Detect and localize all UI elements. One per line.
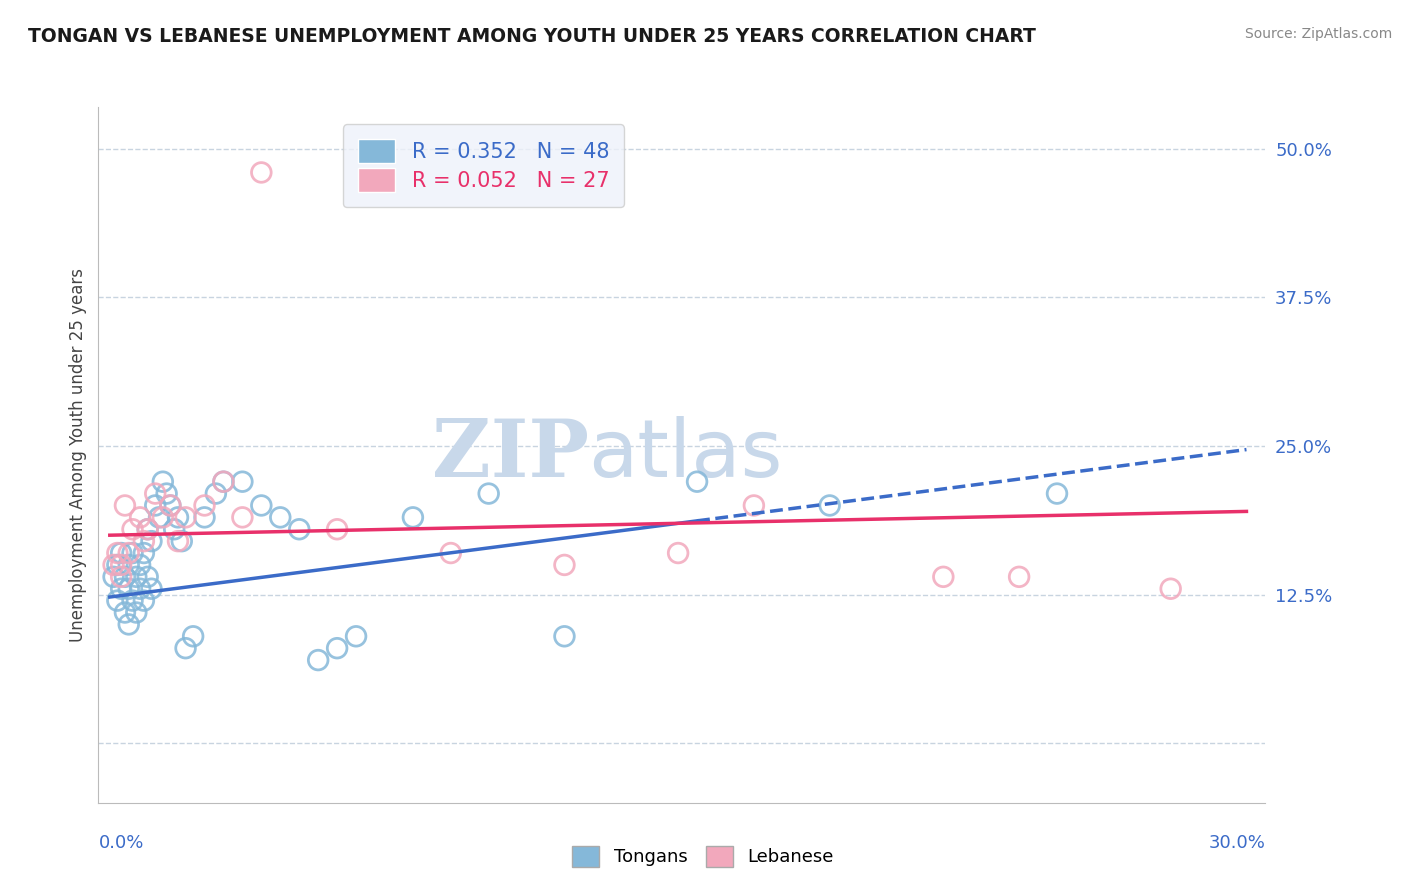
Point bbox=[686, 475, 709, 489]
Point bbox=[1046, 486, 1069, 500]
Point bbox=[818, 499, 841, 513]
Point bbox=[136, 522, 159, 536]
Point bbox=[231, 475, 253, 489]
Point bbox=[105, 593, 128, 607]
Text: atlas: atlas bbox=[589, 416, 783, 494]
Point bbox=[141, 534, 163, 549]
Point bbox=[250, 165, 273, 179]
Y-axis label: Unemployment Among Youth under 25 years: Unemployment Among Youth under 25 years bbox=[69, 268, 87, 642]
Point bbox=[666, 546, 689, 560]
Point bbox=[152, 475, 174, 489]
Point bbox=[193, 499, 215, 513]
Point bbox=[132, 593, 155, 607]
Point bbox=[148, 510, 170, 524]
Point bbox=[125, 606, 148, 620]
Point bbox=[478, 486, 501, 500]
Point bbox=[212, 475, 235, 489]
Point bbox=[1160, 582, 1182, 596]
Point bbox=[553, 629, 575, 643]
Point bbox=[205, 486, 228, 500]
Point bbox=[143, 499, 166, 513]
Point bbox=[174, 510, 197, 524]
Point bbox=[110, 546, 132, 560]
Point bbox=[159, 499, 181, 513]
Point bbox=[105, 558, 128, 572]
Point bbox=[129, 510, 152, 524]
Point bbox=[167, 510, 190, 524]
Point bbox=[250, 499, 273, 513]
Point bbox=[742, 499, 765, 513]
Point bbox=[118, 617, 141, 632]
Point bbox=[136, 570, 159, 584]
Point bbox=[132, 546, 155, 560]
Point bbox=[110, 570, 132, 584]
Point bbox=[110, 582, 132, 596]
Point bbox=[932, 570, 955, 584]
Text: Source: ZipAtlas.com: Source: ZipAtlas.com bbox=[1244, 27, 1392, 41]
Point bbox=[136, 522, 159, 536]
Point bbox=[105, 546, 128, 560]
Point bbox=[288, 522, 311, 536]
Point bbox=[103, 570, 125, 584]
Point bbox=[181, 629, 204, 643]
Point bbox=[231, 510, 253, 524]
Text: TONGAN VS LEBANESE UNEMPLOYMENT AMONG YOUTH UNDER 25 YEARS CORRELATION CHART: TONGAN VS LEBANESE UNEMPLOYMENT AMONG YO… bbox=[28, 27, 1036, 45]
Point bbox=[114, 606, 136, 620]
Point bbox=[132, 534, 155, 549]
Text: 0.0%: 0.0% bbox=[98, 834, 143, 852]
Point bbox=[129, 582, 152, 596]
Point bbox=[114, 499, 136, 513]
Point bbox=[167, 534, 190, 549]
Point bbox=[125, 570, 148, 584]
Point bbox=[129, 558, 152, 572]
Point bbox=[402, 510, 425, 524]
Point bbox=[170, 534, 193, 549]
Point bbox=[152, 510, 174, 524]
Point bbox=[121, 593, 143, 607]
Point bbox=[121, 522, 143, 536]
Point bbox=[103, 558, 125, 572]
Legend: Tongans, Lebanese: Tongans, Lebanese bbox=[565, 838, 841, 874]
Point bbox=[307, 653, 329, 667]
Point bbox=[326, 522, 349, 536]
Point bbox=[118, 582, 141, 596]
Point bbox=[156, 486, 179, 500]
Text: 30.0%: 30.0% bbox=[1209, 834, 1265, 852]
Point bbox=[174, 641, 197, 656]
Point bbox=[1008, 570, 1031, 584]
Point bbox=[159, 499, 181, 513]
Point bbox=[141, 582, 163, 596]
Point bbox=[118, 558, 141, 572]
Legend: R = 0.352   N = 48, R = 0.052   N = 27: R = 0.352 N = 48, R = 0.052 N = 27 bbox=[343, 124, 624, 207]
Point bbox=[326, 641, 349, 656]
Point bbox=[553, 558, 575, 572]
Point bbox=[193, 510, 215, 524]
Text: ZIP: ZIP bbox=[432, 416, 589, 494]
Point bbox=[143, 486, 166, 500]
Point bbox=[440, 546, 463, 560]
Point bbox=[110, 558, 132, 572]
Point bbox=[212, 475, 235, 489]
Point bbox=[163, 522, 186, 536]
Point bbox=[344, 629, 367, 643]
Point bbox=[114, 570, 136, 584]
Point bbox=[118, 546, 141, 560]
Point bbox=[269, 510, 291, 524]
Point bbox=[121, 546, 143, 560]
